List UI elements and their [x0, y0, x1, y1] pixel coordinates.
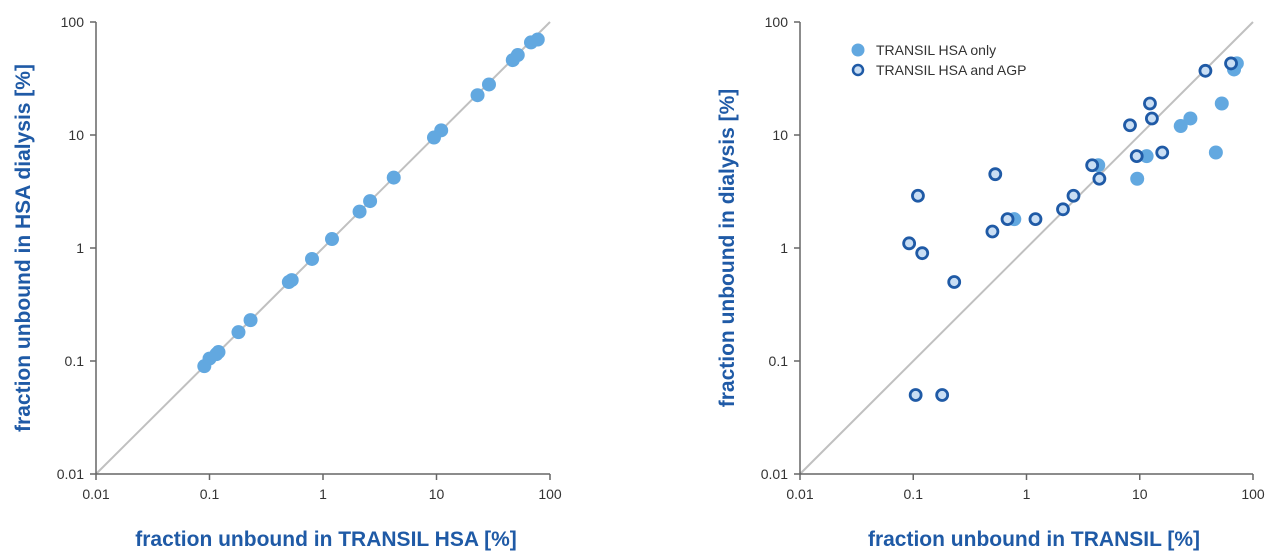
data-point-filled — [386, 170, 401, 185]
data-points — [902, 56, 1244, 402]
data-point-filled — [1214, 96, 1229, 111]
data-point-open — [1224, 56, 1238, 71]
x-tick-label: 1 — [1023, 486, 1031, 502]
data-point-filled — [510, 48, 525, 63]
y-tick-label: 0.01 — [57, 466, 84, 482]
data-point-open — [1056, 202, 1070, 217]
y-axis-title: fraction unbound in HSA dialysis [%] — [12, 64, 35, 432]
data-point-filled — [1130, 171, 1145, 186]
data-point-filled — [231, 325, 246, 340]
data-point-open — [1198, 63, 1213, 78]
legend-marker-filled — [851, 43, 865, 57]
y-tick-label: 10 — [68, 127, 84, 143]
y-tick-label: 0.01 — [761, 466, 788, 482]
legend: TRANSIL HSA only TRANSIL HSA and AGP — [851, 42, 1026, 78]
data-point-open — [947, 275, 962, 289]
y-axis-title: fraction unbound in dialysis [%] — [716, 89, 739, 408]
x-axis-title: fraction unbound in TRANSIL HSA [%] — [135, 528, 516, 551]
x-tick-label: 10 — [429, 486, 445, 502]
data-point-open — [1092, 171, 1107, 186]
legend-label-hsa-only: TRANSIL HSA only — [876, 42, 996, 58]
data-point-open — [908, 388, 923, 402]
data-point-open — [1085, 158, 1100, 173]
data-point-open — [1000, 212, 1015, 227]
x-tick-label: 1 — [319, 486, 327, 502]
data-point-filled — [434, 123, 449, 138]
data-point-filled — [481, 77, 496, 92]
x-axis-title: fraction unbound in TRANSIL [%] — [868, 528, 1200, 551]
data-point-open — [1129, 149, 1144, 164]
x-tick-label: 10 — [1132, 486, 1148, 502]
y-tick-label: 10 — [772, 127, 788, 143]
identity-line — [799, 21, 1254, 475]
data-point-filled — [363, 194, 378, 209]
x-ticks: 0.01 0.1 1 10 100 — [82, 474, 562, 502]
data-point-filled — [530, 32, 545, 47]
data-points — [197, 32, 545, 374]
data-point-open — [902, 236, 917, 251]
data-point-open — [911, 188, 925, 203]
y-ticks: 0.01 0.1 1 10 100 — [761, 14, 800, 482]
y-tick-label: 0.1 — [65, 353, 85, 369]
y-tick-label: 1 — [76, 240, 84, 256]
x-tick-label: 0.1 — [904, 486, 924, 502]
y-tick-label: 0.1 — [769, 353, 789, 369]
data-point-filled — [1173, 119, 1188, 134]
data-point-open — [915, 246, 930, 261]
y-ticks: 0.01 0.1 1 10 100 — [57, 14, 96, 482]
x-tick-label: 0.01 — [82, 486, 109, 502]
right-scatter-plot: 0.01 0.1 1 10 100 0.01 0.1 1 10 100 TRANSIL HSA … — [716, 14, 1265, 551]
y-tick-label: 100 — [765, 14, 789, 30]
data-point-filled — [352, 204, 367, 219]
y-tick-label: 1 — [780, 240, 788, 256]
legend-marker-open — [851, 63, 865, 77]
data-point-open — [1144, 111, 1159, 126]
data-point-filled — [243, 313, 258, 328]
x-tick-label: 0.1 — [200, 486, 220, 502]
data-point-filled — [305, 251, 320, 266]
data-point-filled — [211, 345, 226, 360]
x-tick-label: 0.01 — [786, 486, 813, 502]
data-point-open — [988, 167, 1003, 182]
data-point-open — [1143, 96, 1157, 111]
data-point-filled — [470, 88, 485, 103]
data-point-open — [1123, 118, 1137, 133]
y-tick-label: 100 — [61, 14, 85, 30]
x-tick-label: 100 — [538, 486, 562, 502]
x-tick-label: 100 — [1241, 486, 1265, 502]
data-point-filled — [324, 232, 339, 247]
data-point-open — [1155, 145, 1170, 160]
x-ticks: 0.01 0.1 1 10 100 — [786, 474, 1265, 502]
data-point-filled — [1208, 145, 1223, 160]
data-point-filled — [1139, 149, 1154, 164]
data-point-filled — [1183, 111, 1198, 126]
legend-label-hsa-and-agp: TRANSIL HSA and AGP — [876, 62, 1026, 78]
data-point-open — [935, 388, 950, 402]
data-point-open — [985, 224, 1000, 239]
data-point-open — [1028, 212, 1043, 227]
data-point-open — [1066, 188, 1081, 203]
left-scatter-plot: 0.01 0.1 1 10 100 0.01 0.1 1 10 100 fraction unb… — [12, 14, 562, 551]
data-point-filled — [284, 273, 299, 288]
